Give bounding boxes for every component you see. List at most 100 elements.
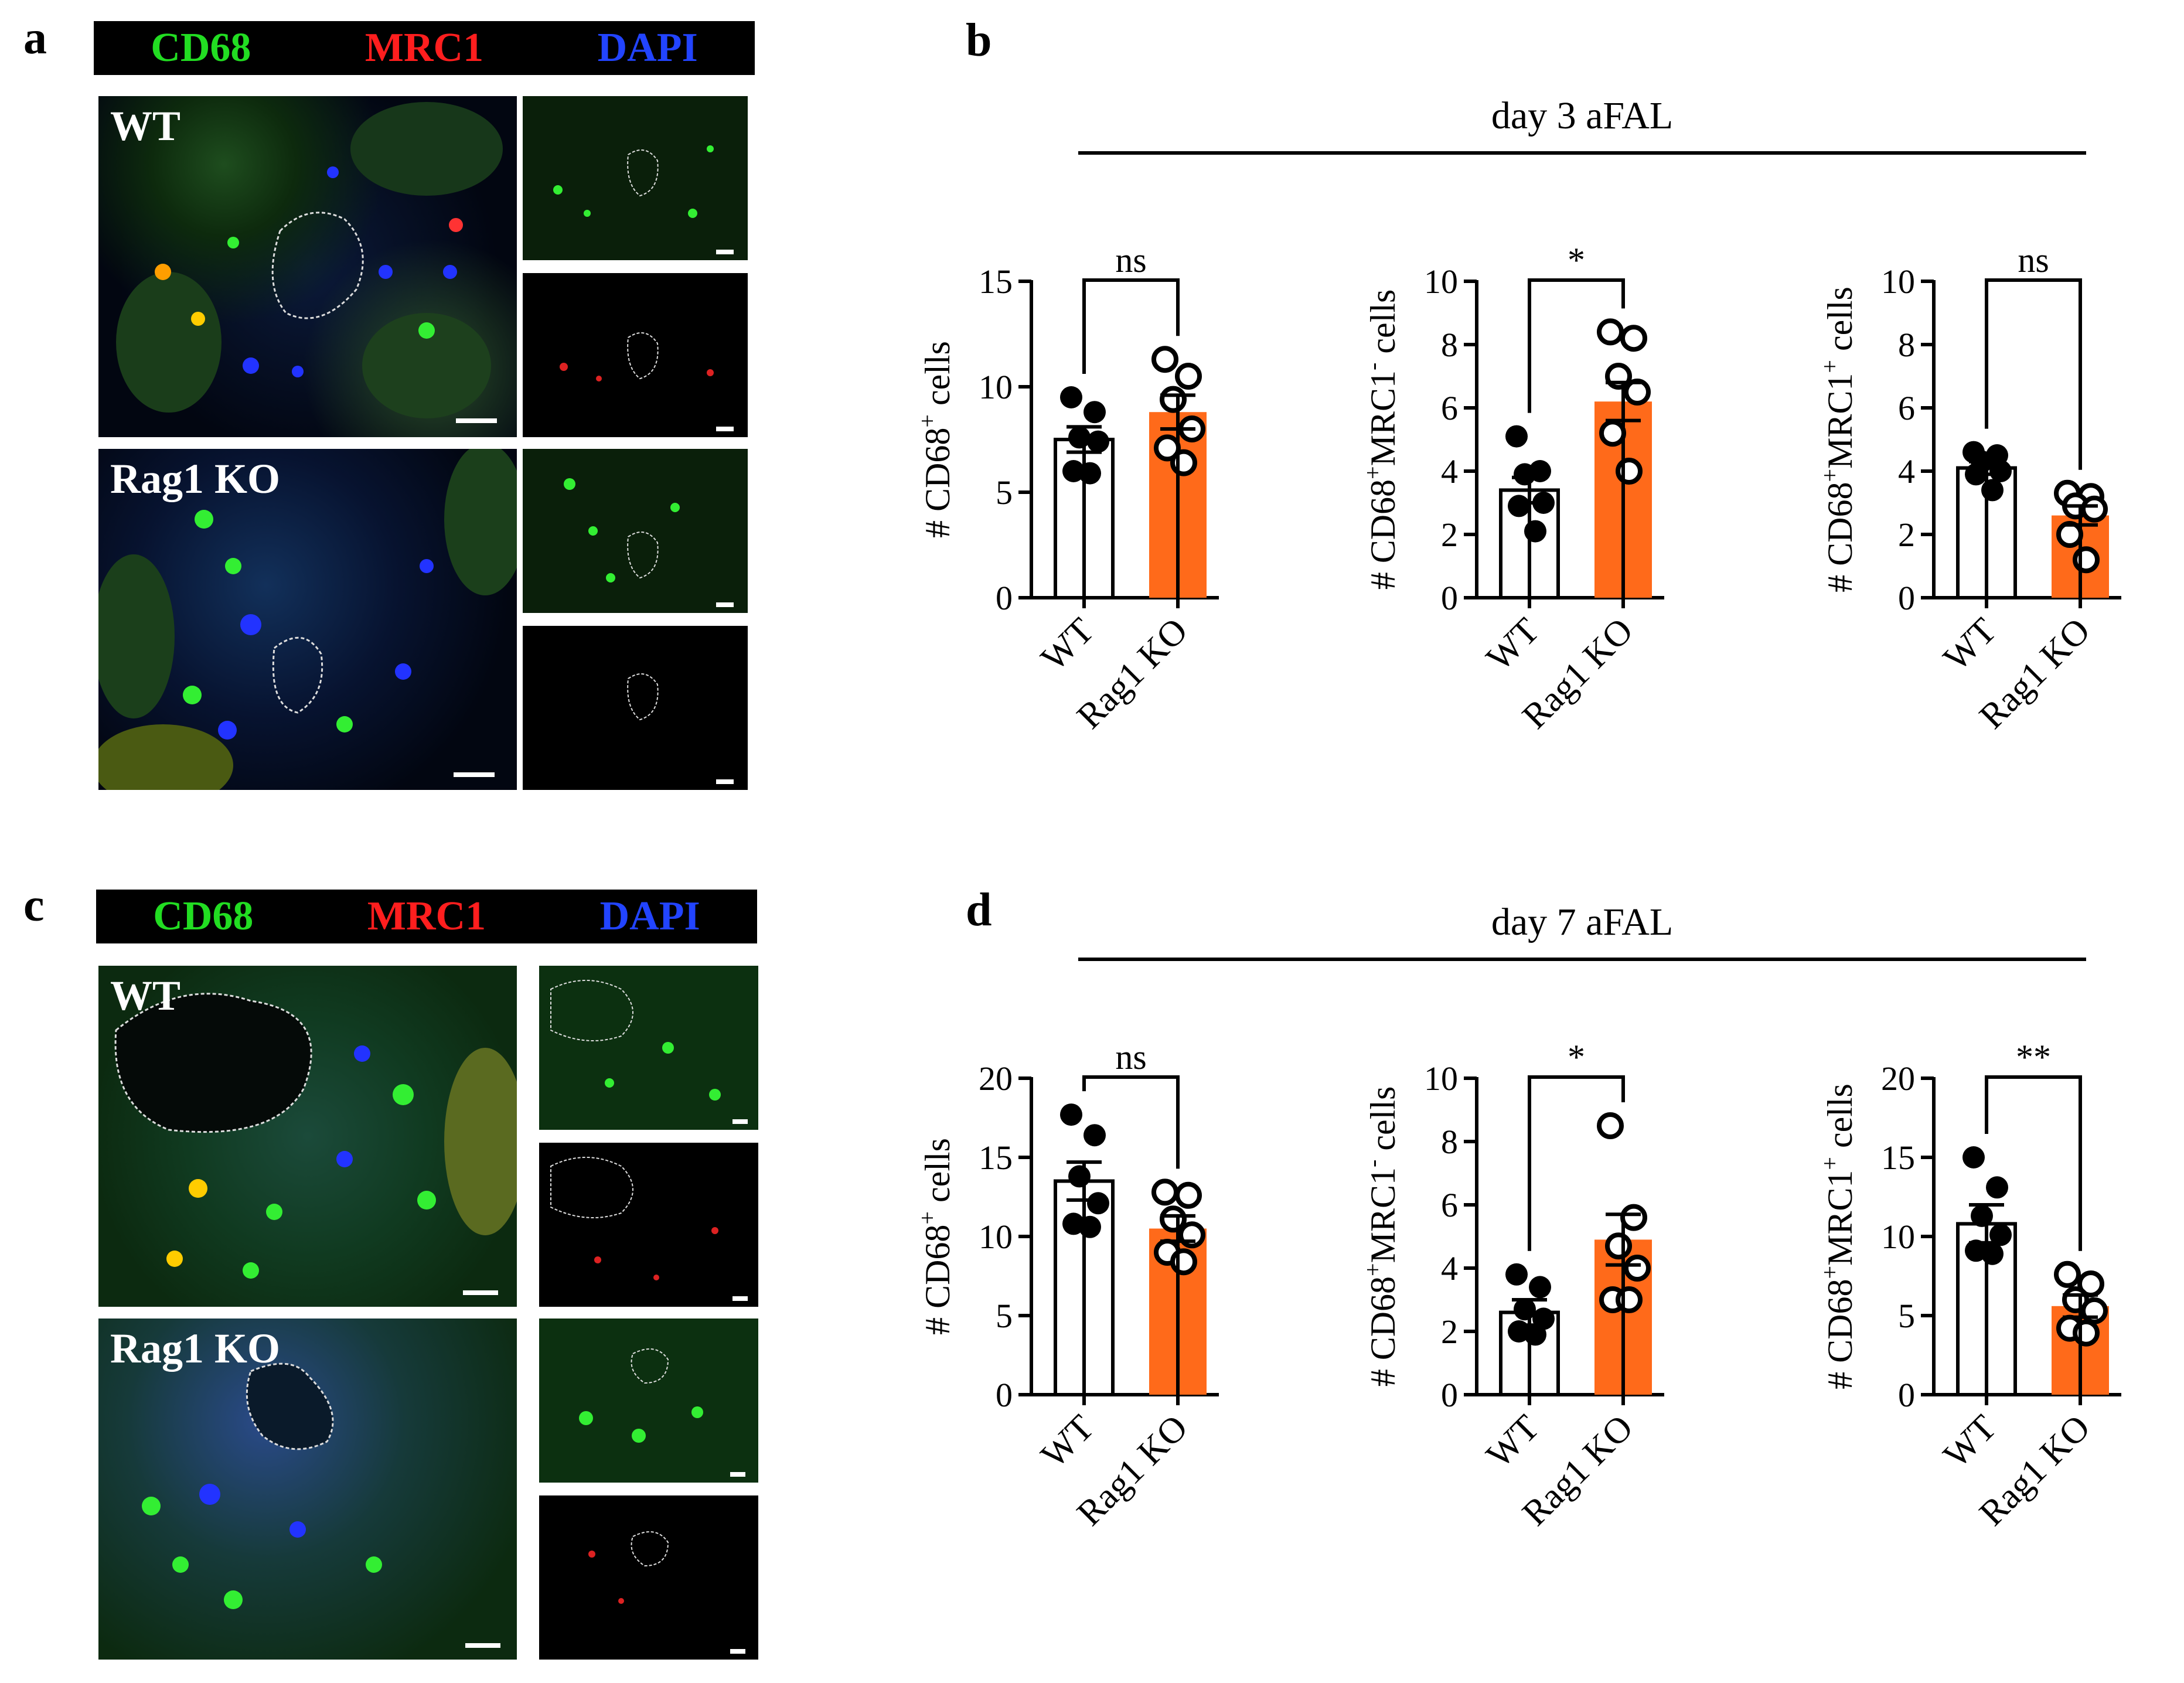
data-point-wt bbox=[1079, 1215, 1101, 1238]
scale-bar bbox=[732, 1119, 748, 1124]
y-axis-label: # CD68+MRC1- cells bbox=[1360, 1086, 1402, 1387]
y-tick-label: 4 bbox=[1898, 452, 1915, 490]
panel-d-title-rule bbox=[1078, 958, 2086, 961]
y-tick-label: 10 bbox=[1424, 263, 1458, 301]
data-point-rag1-ko bbox=[1599, 420, 1626, 447]
significance-bracket bbox=[1985, 278, 2082, 470]
y-axis-label-part: + bbox=[914, 1211, 941, 1225]
data-point-rag1-ko bbox=[1170, 1248, 1197, 1276]
x-label-wt: WT bbox=[1034, 1408, 1102, 1476]
y-tick-label: 15 bbox=[979, 263, 1013, 301]
x-label-wt: WT bbox=[1034, 611, 1102, 679]
y-tick-label: 6 bbox=[1441, 389, 1458, 427]
scale-bar bbox=[716, 779, 734, 784]
stain-label-mrc1: MRC1 bbox=[364, 25, 484, 70]
significance-label: ns bbox=[2018, 241, 2049, 280]
row-label-wt-a: WT bbox=[110, 103, 181, 149]
stain-label-mrc1: MRC1 bbox=[367, 894, 486, 939]
data-point-wt bbox=[1529, 1276, 1551, 1299]
y-axis-label-part: cells bbox=[1821, 287, 1859, 360]
scale-bar bbox=[454, 772, 495, 777]
data-point-rag1-ko bbox=[1160, 386, 1187, 413]
y-axis-label-part: cells bbox=[1364, 1086, 1402, 1160]
panel-b-title-rule bbox=[1078, 151, 2086, 155]
y-axis-label-part: + bbox=[1360, 1263, 1386, 1276]
data-point-wt bbox=[1962, 1146, 1985, 1168]
y-axis-label-part: + bbox=[1817, 360, 1843, 373]
y-tick-label: 2 bbox=[1898, 516, 1915, 554]
row-label-ko-c: Rag1 KO bbox=[110, 1325, 281, 1372]
micrograph-c-ko-red bbox=[539, 1495, 758, 1660]
scale-bar bbox=[730, 1472, 745, 1477]
y-axis-label-part: MRC1 bbox=[1364, 370, 1402, 466]
micrograph-c-wt-red bbox=[539, 1143, 758, 1307]
y-axis-label-part: + bbox=[1817, 1266, 1843, 1279]
micrograph-a-wt-art bbox=[116, 102, 503, 418]
y-tick-label: 5 bbox=[1898, 1297, 1915, 1335]
significance-bracket bbox=[1082, 278, 1180, 374]
y-tick-label: 10 bbox=[979, 1218, 1013, 1256]
data-point-wt bbox=[1062, 460, 1085, 482]
micrograph-a-wt-merge: WT bbox=[98, 96, 517, 437]
scale-bar bbox=[732, 1296, 748, 1301]
data-point-wt bbox=[1084, 401, 1106, 424]
micrograph-a-ko-red bbox=[523, 626, 748, 790]
data-point-wt bbox=[1068, 1165, 1091, 1188]
data-point-rag1-ko bbox=[1160, 1205, 1187, 1233]
y-tick-label: 0 bbox=[1898, 1376, 1915, 1414]
y-axis-label-part: # CD68 bbox=[918, 1225, 957, 1335]
y-axis-label-part: MRC1 bbox=[1364, 1167, 1402, 1263]
stain-legend-a: CD68 MRC1 DAPI bbox=[94, 21, 755, 75]
x-label-wt: WT bbox=[1936, 611, 2004, 679]
data-point-wt bbox=[1087, 430, 1109, 453]
significance-label: * bbox=[1568, 1038, 1585, 1076]
micrograph-a-ko-green bbox=[523, 449, 748, 613]
data-point-wt bbox=[1060, 386, 1082, 408]
x-label-wt: WT bbox=[1479, 1408, 1547, 1476]
scale-bar bbox=[456, 418, 497, 423]
data-point-rag1-ko bbox=[1616, 458, 1643, 485]
data-point-rag1-ko bbox=[1170, 449, 1197, 476]
x-label-wt: WT bbox=[1479, 611, 1547, 679]
data-point-wt bbox=[1508, 495, 1530, 517]
y-axis-label: # CD68+MRC1- cells bbox=[1360, 289, 1402, 590]
x-label-wt: WT bbox=[1936, 1408, 2004, 1476]
scale-bar bbox=[716, 602, 734, 607]
stain-label-cd68: CD68 bbox=[153, 894, 254, 939]
micrograph-a-ko-art bbox=[98, 449, 517, 790]
y-axis-label-part: + bbox=[1360, 466, 1386, 479]
y-tick-label: 8 bbox=[1441, 326, 1458, 364]
data-point-rag1-ko bbox=[2081, 495, 2108, 523]
y-tick-label: 0 bbox=[996, 579, 1013, 617]
y-tick-label: 8 bbox=[1898, 326, 1915, 364]
scale-bar bbox=[730, 1649, 745, 1654]
y-tick-label: 15 bbox=[979, 1139, 1013, 1177]
y-tick-label: 0 bbox=[1441, 1376, 1458, 1414]
data-point-wt bbox=[1505, 1263, 1528, 1286]
y-tick-label: 10 bbox=[1881, 263, 1915, 301]
y-axis-label-part: MRC1 bbox=[1821, 1170, 1859, 1266]
data-point-rag1-ko bbox=[1624, 1255, 1651, 1282]
stain-legend-c: CD68 MRC1 DAPI bbox=[96, 890, 757, 943]
stain-label-dapi: DAPI bbox=[597, 25, 698, 70]
y-tick-label: 4 bbox=[1441, 1249, 1458, 1287]
y-axis-label-part: - bbox=[1360, 363, 1386, 370]
data-point-rag1-ko bbox=[1175, 363, 1202, 390]
data-point-wt bbox=[1087, 1192, 1109, 1215]
y-axis-label-part: MRC1 bbox=[1821, 373, 1859, 469]
y-tick-label: 10 bbox=[1881, 1218, 1915, 1256]
row-label-wt-c: WT bbox=[110, 972, 181, 1019]
stain-label-dapi: DAPI bbox=[599, 894, 700, 939]
data-point-rag1-ko bbox=[2073, 1319, 2100, 1347]
data-point-rag1-ko bbox=[1597, 1112, 1624, 1139]
y-axis-label: # CD68+ cells bbox=[914, 341, 957, 538]
y-tick-label: 15 bbox=[1881, 1139, 1915, 1177]
micrograph-c-wt-merge: WT bbox=[98, 966, 517, 1307]
data-point-wt bbox=[1981, 1242, 2004, 1265]
panel-letter-a: a bbox=[23, 12, 47, 64]
data-point-wt bbox=[1079, 462, 1101, 485]
y-axis-label: # CD68+MRC1+ cells bbox=[1817, 1084, 1859, 1389]
y-axis-label-part: # CD68 bbox=[918, 428, 957, 538]
data-point-rag1-ko bbox=[1605, 1232, 1632, 1260]
